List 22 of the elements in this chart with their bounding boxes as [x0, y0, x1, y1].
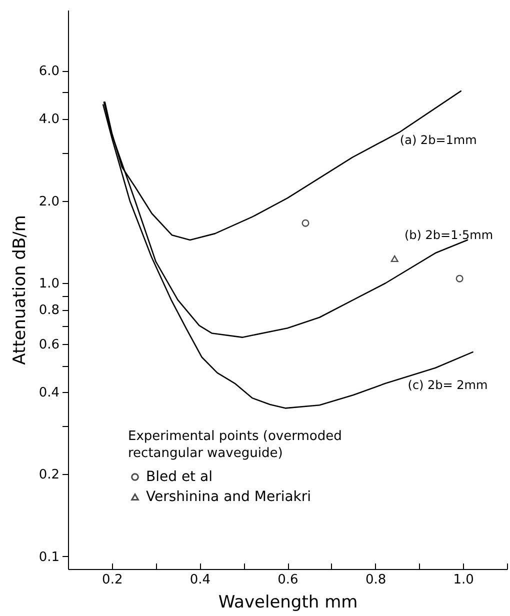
x-tick-label: 0.8	[365, 572, 386, 588]
y-tick-label: 0.2	[38, 468, 60, 483]
x-tick-label: 0.4	[190, 572, 211, 588]
y-tick-label: 0.6	[38, 337, 60, 352]
y-tick-label: 2.0	[38, 194, 60, 210]
y-tick-label: 0.4	[38, 385, 60, 400]
x-tick-label: 1.0	[453, 572, 474, 588]
y-tick-label: 1.0	[38, 276, 60, 292]
y-tick-label: 0.1	[38, 550, 60, 565]
series-label: (a) 2b=1mm	[400, 133, 477, 148]
y-tick-label: 4.0	[38, 112, 60, 128]
legend-title: Experimental points (overmoded rectangular waveguide)	[128, 429, 342, 461]
x-tick-label: 0.2	[102, 572, 123, 588]
y-tick-label: 6.0	[38, 64, 60, 80]
series-label: (b) 2b=1·5mm	[404, 228, 494, 242]
legend-label: Vershinina and Meriakri	[146, 489, 312, 505]
y-axis-title: Attenuation dB/m	[10, 215, 30, 365]
legend-label: Bled et al	[146, 469, 212, 485]
series-label: (c) 2b= 2mm	[408, 378, 488, 392]
x-tick-label: 0.6	[278, 572, 298, 588]
y-tick-label: 0.8	[38, 303, 60, 318]
x-axis-title: Wavelength mm	[218, 592, 358, 612]
